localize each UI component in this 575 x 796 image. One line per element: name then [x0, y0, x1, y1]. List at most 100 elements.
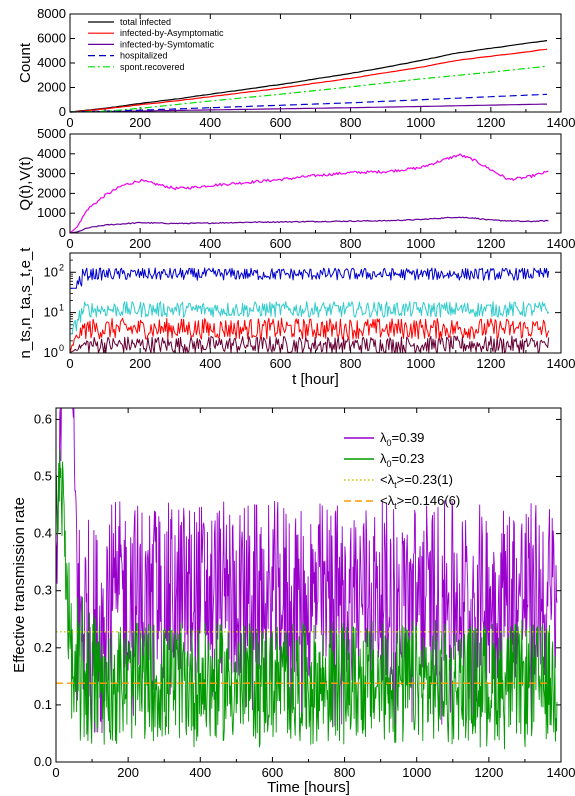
panel-transmission: 0 200 400 600 800 1000 1200 1400 0.0 0.1 0.2 0.3 0.4… — [11, 407, 575, 796]
panel-count-ylabel: Count — [17, 42, 34, 83]
legend2-label-rest: =0.23 — [392, 451, 425, 466]
legend2-label-rest: >=0.23(1) — [397, 472, 453, 487]
legend-label-2: infected-by-Asymptomatic — [120, 28, 224, 38]
panel-qv-ytick-label: 4000 — [37, 146, 66, 161]
panel-qv-ytick-label: 3000 — [37, 166, 66, 181]
panel-counts-log-plot — [70, 267, 550, 353]
panel-qv-xtick-label: 400 — [199, 236, 221, 251]
transmission-series-line-1 — [56, 408, 558, 734]
panel-qv-xtick-label: 0 — [66, 236, 73, 251]
panel-count-xtick-label: 0 — [66, 115, 73, 130]
panel-counts-log-ytick-label: 10 — [44, 345, 58, 360]
panel-count-xtick-label: 400 — [199, 115, 221, 130]
panel-qv-ytick-label: 5000 — [37, 126, 66, 141]
panel-transmission-xlabel: Time [hours] — [267, 779, 350, 796]
panel-count-xtick-label: 1200 — [476, 115, 505, 130]
panel-count-xtick-label: 800 — [340, 115, 362, 130]
panel-counts-log-xlabel: t [hour] — [292, 371, 339, 388]
panel-transmission-ytick-label: 0.0 — [34, 754, 52, 769]
legend2-label-rest: >=0.146(6) — [397, 493, 461, 508]
panel-counts-log-frame — [69, 252, 562, 354]
panel-counts-log-xtick-label: 1200 — [476, 356, 505, 371]
panel-counts-log-ylabel: n_ts,n_ta,s_t,e_t — [17, 247, 34, 359]
legend2-label-sub: 0 — [387, 438, 392, 448]
panel-count-xtick-label: 600 — [270, 115, 292, 130]
log-series-line-2 — [70, 301, 550, 335]
panel-count-ytick-label: 6000 — [37, 31, 66, 46]
panel-count-ytick-label: 0 — [59, 104, 66, 119]
panel-counts-log-xtick-label: 600 — [270, 356, 292, 371]
panel-transmission-xtick-label: 400 — [189, 765, 211, 780]
panel-transmission-xtick-label: 1000 — [402, 765, 431, 780]
panel-counts-log-xtick-label: 200 — [129, 356, 151, 371]
series-line-2 — [69, 48, 548, 113]
panel-count-xtick-label: 1000 — [406, 115, 435, 130]
panel-count-xtick-label: 200 — [129, 115, 151, 130]
panel-count-xtick-label: 1400 — [547, 115, 575, 130]
panel-transmission-ylabel: Effective transmission rate — [11, 497, 28, 673]
legend-label-5: spont.recovered — [120, 62, 185, 72]
panel-transmission-ytick-label: 0.1 — [34, 697, 52, 712]
panel-counts-log-xtick-label: 800 — [340, 356, 362, 371]
panel-transmission-ytick-label: 0.2 — [34, 640, 52, 655]
transmission-series-line-2 — [56, 449, 558, 750]
panel-qv-ytick-label: 2000 — [37, 185, 66, 200]
panel-transmission-xtick-label: 0 — [52, 765, 59, 780]
panel-qv-ytick-label: 0 — [59, 225, 66, 240]
log-series-line-1 — [70, 267, 550, 289]
legend2-label-3: <λt>=0.23(1) — [380, 472, 453, 490]
panel-transmission-ytick-label: 0.5 — [34, 469, 52, 484]
legend2-label-1: λ0=0.39 — [380, 430, 424, 448]
legend-label-1: total infected — [120, 17, 171, 27]
panel-transmission-xtick-label: 1400 — [547, 765, 575, 780]
series-line-1 — [69, 39, 548, 113]
qv-series-line-1 — [69, 153, 549, 234]
panel-qv-xtick-label: 200 — [129, 236, 151, 251]
panel-count-frame — [69, 13, 562, 113]
panel-count-ytick-label: 8000 — [37, 6, 66, 21]
panel-count: 0 200 400 600 800 1000 1200 1400 0 2000 4000 6000 80… — [17, 6, 575, 130]
panel-counts-log-ytick-label: 10 — [44, 264, 58, 279]
panel-count-ytick-label: 2000 — [37, 80, 66, 95]
legend2-label-main: λ — [380, 451, 387, 466]
log-series-line-3 — [70, 317, 550, 353]
panel-qv-ytick-label: 1000 — [37, 205, 66, 220]
legend2-label-rest: =0.39 — [392, 430, 425, 445]
panel-qv-xtick-label: 1200 — [476, 236, 505, 251]
log-series-line-4 — [70, 335, 550, 353]
legend2-label-sub: t — [394, 480, 397, 490]
panel-transmission-xtick-label: 1200 — [474, 765, 503, 780]
legend2-label-2: λ0=0.23 — [380, 451, 424, 469]
panel-transmission-xtick-label: 600 — [262, 765, 284, 780]
series-line-3 — [70, 103, 547, 113]
panel-transmission-ytick-label: 0.4 — [34, 526, 52, 541]
legend2-label-sub: t — [394, 501, 397, 511]
legend-label-3: infected-by-Symtomatic — [120, 39, 215, 49]
panel-qv-frame — [69, 133, 562, 234]
series-line-5 — [69, 65, 548, 113]
legend-label-4: hospitalized — [120, 51, 168, 61]
panel-counts-log-xtick-label: 1400 — [547, 356, 575, 371]
panel-counts-log-xtick-label: 0 — [66, 356, 73, 371]
series-line-4 — [69, 93, 548, 113]
qv-series-line-2 — [69, 216, 549, 234]
panel-qv-xtick-label: 1400 — [547, 236, 575, 251]
panel-transmission-frame — [55, 407, 562, 763]
legend2-label-sub: 0 — [387, 459, 392, 469]
panel-qv: 0 200 400 600 800 1000 1200 1400 0 1000 2000 3000 40… — [17, 126, 575, 251]
legend2-label-4: <λt>=0.146(6) — [380, 493, 460, 511]
panel-transmission-xtick-label: 800 — [334, 765, 356, 780]
legend2-label-main: <λ — [380, 493, 395, 508]
legend2-label-main: λ — [380, 430, 387, 445]
panel-count-ytick-label: 4000 — [37, 55, 66, 70]
panel-counts-log-ytick-exponent: 1 — [59, 303, 64, 313]
panel-qv-xtick-label: 1000 — [406, 236, 435, 251]
panel-qv-ylabel: Q(t),V(t) — [17, 156, 34, 210]
panel-counts-log-xtick-label: 1000 — [406, 356, 435, 371]
panel-qv-xtick-label: 600 — [270, 236, 292, 251]
panel-counts-log-ytick-exponent: 2 — [59, 262, 64, 272]
legend2-label-main: <λ — [380, 472, 395, 487]
panel-transmission-xtick-label: 200 — [117, 765, 139, 780]
